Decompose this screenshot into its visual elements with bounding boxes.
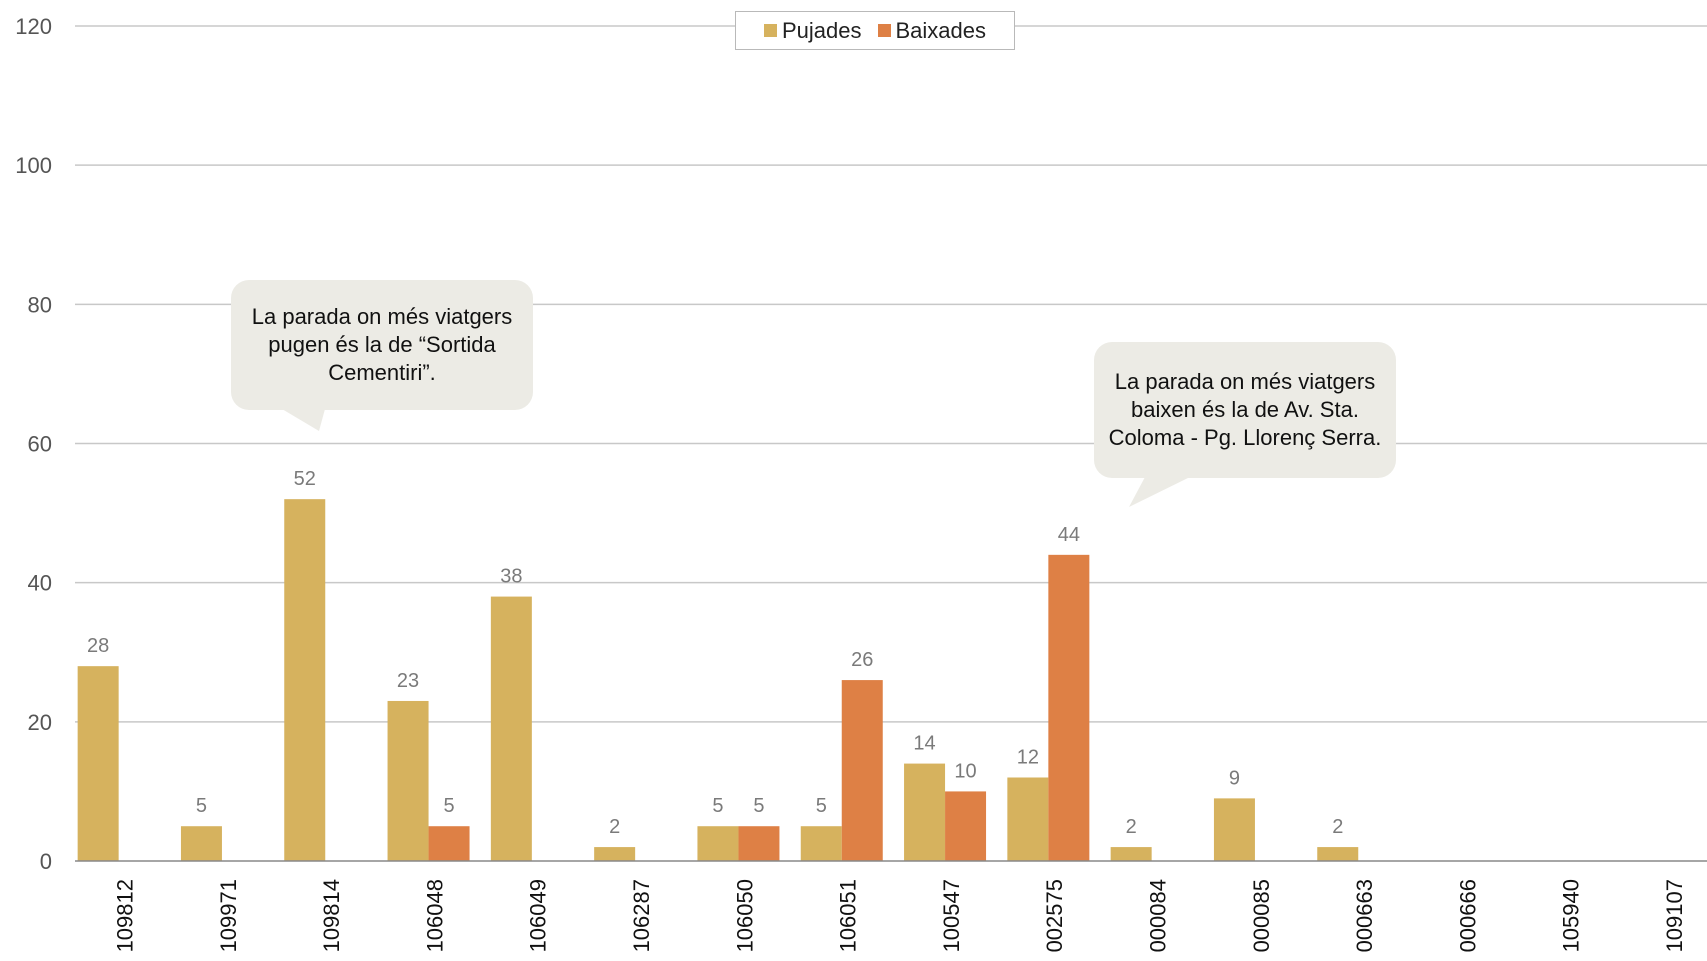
bar-pujades: [387, 700, 429, 861]
bar-pujades: [77, 666, 119, 861]
callout-pointer: [1129, 477, 1190, 507]
data-label: 2: [1126, 816, 1137, 838]
bar-pujades: [1007, 777, 1049, 861]
legend-item-baixades: Baixades: [877, 17, 987, 44]
bar-pujades: [284, 499, 326, 861]
data-label: 28: [87, 635, 109, 657]
data-label: 5: [816, 795, 827, 817]
x-tick-label: 106050: [732, 879, 757, 952]
x-tick-label: 000085: [1249, 879, 1274, 952]
data-label: 5: [443, 795, 454, 817]
x-tick-label: 105940: [1559, 879, 1584, 952]
chart-legend: Pujades Baixades: [735, 11, 1015, 50]
bar-pujades: [800, 826, 842, 861]
data-label: 26: [851, 649, 873, 671]
bar-pujades: [1110, 847, 1152, 861]
y-tick-label: 60: [28, 432, 52, 457]
data-label: 44: [1058, 524, 1080, 546]
data-label: 5: [753, 795, 764, 817]
callout-top-alighting-text: La parada on més viatgers baixen és la d…: [1108, 369, 1382, 450]
bar-pujades: [180, 826, 222, 861]
data-label: 2: [609, 816, 620, 838]
data-label: 38: [500, 566, 522, 588]
y-tick-label: 80: [28, 292, 52, 317]
legend-swatch-baixades: [877, 24, 891, 37]
callout-top-boarding: La parada on més viatgers pugen és la de…: [231, 280, 533, 410]
x-tick-label: 106048: [422, 879, 447, 952]
data-label: 2: [1332, 816, 1343, 838]
y-tick-label: 20: [28, 710, 52, 735]
x-tick-label: 109814: [319, 879, 344, 952]
bar-pujades: [490, 596, 532, 861]
bar-baixades: [428, 826, 470, 861]
x-tick-label: 109812: [112, 879, 137, 952]
bar-baixades: [738, 826, 780, 861]
bar-pujades: [1213, 798, 1255, 861]
data-label: 10: [954, 760, 976, 782]
data-label: 5: [196, 795, 207, 817]
callout-top-alighting: La parada on més viatgers baixen és la d…: [1094, 342, 1396, 478]
callout-pointer: [282, 409, 325, 431]
x-tick-label: 109971: [216, 879, 241, 952]
legend-item-pujades: Pujades: [763, 17, 862, 44]
bar-baixades: [945, 791, 987, 861]
y-tick-label: 0: [40, 849, 52, 874]
y-tick-label: 100: [15, 153, 52, 178]
data-label: 23: [397, 670, 419, 692]
callout-top-boarding-text: La parada on més viatgers pugen és la de…: [251, 304, 513, 385]
x-tick-label: 100547: [939, 879, 964, 952]
bar-pujades: [904, 763, 946, 861]
x-tick-label: 002575: [1042, 879, 1067, 952]
data-label: 14: [913, 733, 935, 755]
y-tick-label: 120: [15, 14, 52, 39]
legend-label-pujades: Pujades: [781, 17, 862, 43]
bar-pujades: [594, 847, 636, 861]
x-tick-label: 000084: [1145, 879, 1170, 952]
bar-baixades: [841, 680, 883, 861]
x-tick-label: 106287: [629, 879, 654, 952]
data-label: 9: [1229, 767, 1240, 789]
legend-swatch-pujades: [763, 24, 777, 37]
x-tick-label: 000663: [1352, 879, 1377, 952]
x-tick-label: 000666: [1455, 879, 1480, 952]
bar-baixades: [1048, 554, 1090, 861]
data-label: 5: [712, 795, 723, 817]
x-tick-label: 106049: [526, 879, 551, 952]
bar-pujades: [1317, 847, 1359, 861]
legend-label-baixades: Baixades: [895, 17, 987, 43]
x-tick-label: 106051: [836, 879, 861, 952]
data-label: 12: [1017, 747, 1039, 769]
x-tick-label: 109107: [1662, 879, 1687, 952]
data-label: 52: [294, 468, 316, 490]
y-tick-label: 40: [28, 571, 52, 596]
bar-pujades: [697, 826, 739, 861]
